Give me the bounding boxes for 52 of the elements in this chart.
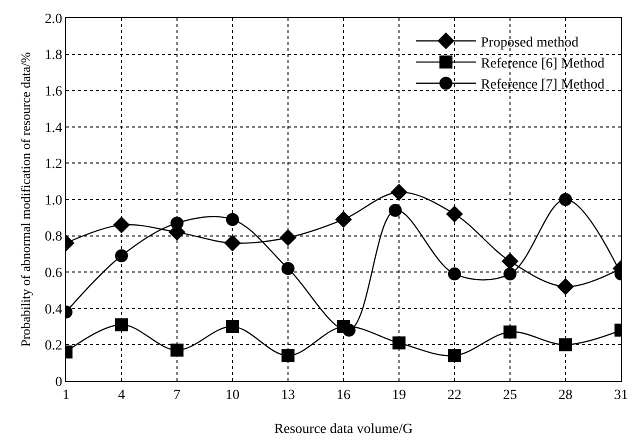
point	[282, 262, 294, 275]
x-tick-label: 16	[336, 388, 350, 403]
x-tick-label: 25	[503, 388, 517, 403]
point	[502, 252, 518, 270]
point	[224, 234, 241, 252]
point	[504, 326, 516, 338]
point	[170, 344, 184, 357]
point	[448, 349, 461, 362]
point	[557, 278, 574, 296]
point	[226, 212, 239, 226]
legend-label: Proposed method	[480, 35, 579, 50]
y-axis-title: Probability of abnormal modification of resource data/%	[18, 52, 33, 347]
y-tick-label: 1.8	[44, 48, 62, 64]
x-tick-label: 1	[62, 388, 70, 403]
point	[504, 267, 516, 280]
legend-label: Reference [6] Method	[480, 56, 605, 72]
point	[448, 267, 461, 280]
x-tick-label: 13	[281, 388, 295, 403]
point	[280, 229, 296, 246]
point	[392, 336, 406, 350]
x-tick-label: 28	[558, 388, 572, 403]
y-tick-label: 2.0	[44, 12, 62, 27]
x-tick-label: 19	[392, 388, 406, 403]
x-axis-title: Resource data volume/G	[274, 422, 413, 437]
y-tick-label: 0.2	[44, 338, 62, 354]
y-tick-label: 1.0	[44, 193, 62, 208]
point	[115, 318, 128, 332]
y-tick-label: 0.4	[44, 302, 62, 318]
y-tick-label: 1.2	[44, 157, 62, 172]
y-tick-label: 0.6	[44, 266, 62, 281]
point	[113, 216, 130, 234]
point	[342, 324, 356, 337]
x-tick-label: 10	[226, 388, 240, 403]
point	[115, 249, 128, 262]
point	[559, 193, 572, 206]
point	[390, 184, 408, 201]
y-tick-label: 0.8	[44, 230, 62, 245]
legend-label: Reference [7] Method	[480, 78, 605, 93]
point	[446, 206, 463, 222]
x-tick-label: 4	[118, 388, 125, 403]
point	[388, 204, 402, 217]
point	[226, 320, 239, 334]
point	[559, 338, 572, 352]
y-tick-label: 0	[55, 374, 62, 390]
point	[282, 349, 294, 362]
y-tick-label: 1.4	[44, 120, 62, 136]
y-tick-label: 1.6	[44, 84, 62, 100]
x-tick-label: 31	[614, 388, 628, 403]
point	[170, 216, 184, 230]
x-tick-label: 7	[174, 388, 180, 403]
x-tick-label: 22	[448, 388, 462, 403]
point	[335, 211, 352, 228]
